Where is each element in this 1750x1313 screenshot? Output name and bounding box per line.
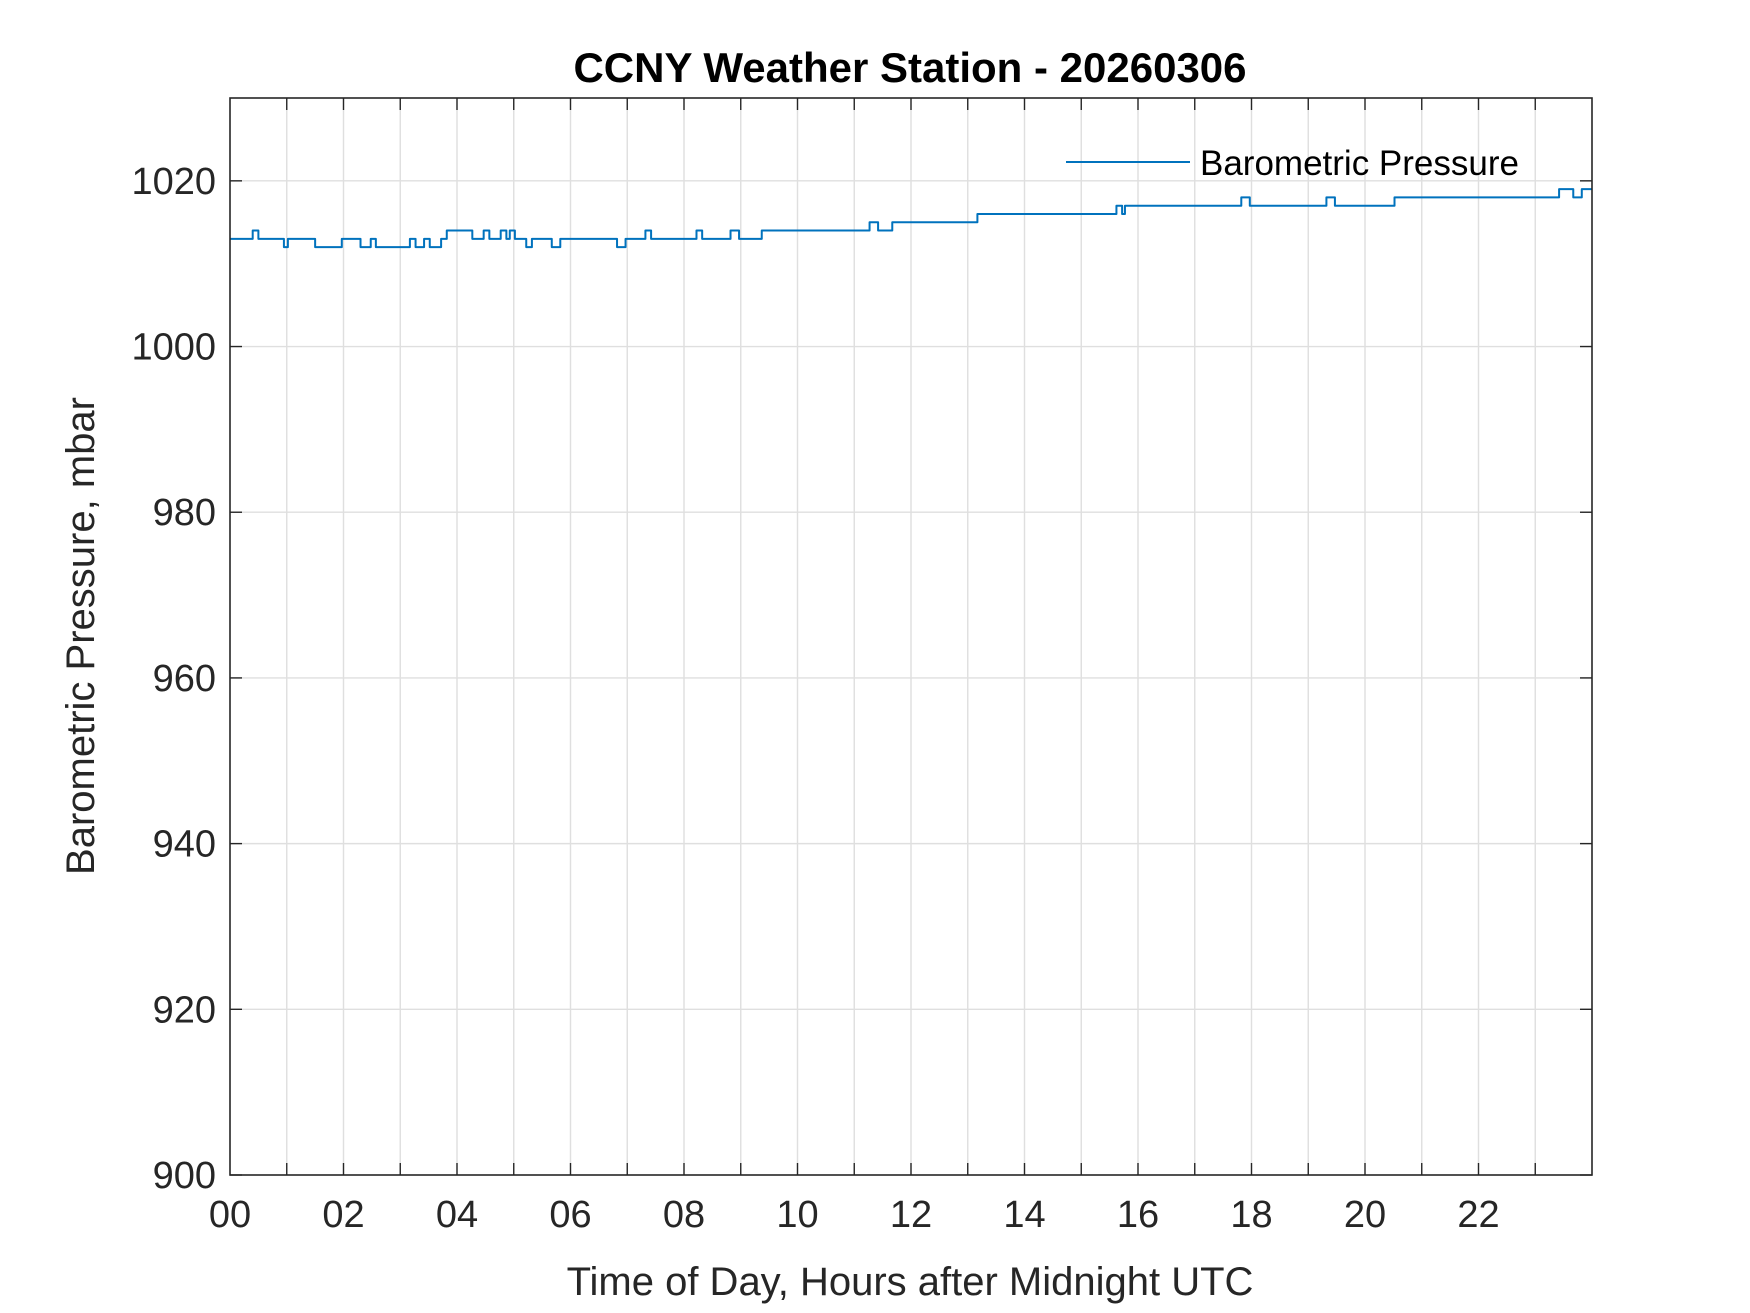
- y-tick-label: 900: [153, 1155, 216, 1197]
- y-ticks: [230, 180, 1592, 1176]
- y-tick-label: 1020: [131, 161, 216, 203]
- y-axis-label: Barometric Pressure, mbar: [59, 397, 103, 875]
- x-ticks: [286, 98, 1536, 1175]
- y-tick-label: 940: [153, 824, 216, 866]
- y-tick-label: 980: [153, 492, 216, 534]
- x-tick-label: 00: [209, 1194, 251, 1236]
- y-tick-label: 960: [153, 658, 216, 700]
- x-tick-label: 14: [1003, 1194, 1045, 1236]
- x-tick-label: 20: [1344, 1194, 1386, 1236]
- x-tick-label: 22: [1457, 1194, 1499, 1236]
- y-tick-label: 1000: [131, 327, 216, 369]
- y-tick-label: 920: [153, 989, 216, 1031]
- x-tick-label: 02: [322, 1194, 364, 1236]
- x-tick-labels: 00 02 04 06 08 10 12 14 16 18 20 22: [209, 1194, 1500, 1236]
- x-tick-label: 18: [1230, 1194, 1272, 1236]
- x-tick-label: 16: [1117, 1194, 1159, 1236]
- x-grid: [286, 98, 1536, 1175]
- legend-label: Barometric Pressure: [1200, 144, 1519, 183]
- x-tick-label: 08: [663, 1194, 705, 1236]
- x-axis-label: Time of Day, Hours after Midnight UTC: [567, 1260, 1254, 1304]
- series-group: [230, 188, 1592, 249]
- chart-title: CCNY Weather Station - 20260306: [573, 44, 1246, 91]
- y-tick-labels: 900 920 940 960 980 1000 1020: [131, 161, 216, 1197]
- y-grid: [230, 180, 1592, 1011]
- x-tick-label: 06: [549, 1194, 591, 1236]
- x-tick-label: 10: [776, 1194, 818, 1236]
- legend: Barometric Pressure: [1066, 144, 1519, 183]
- x-tick-label: 12: [890, 1194, 932, 1236]
- series-line-barometric-pressure: [230, 188, 1592, 249]
- x-tick-label: 04: [436, 1194, 478, 1236]
